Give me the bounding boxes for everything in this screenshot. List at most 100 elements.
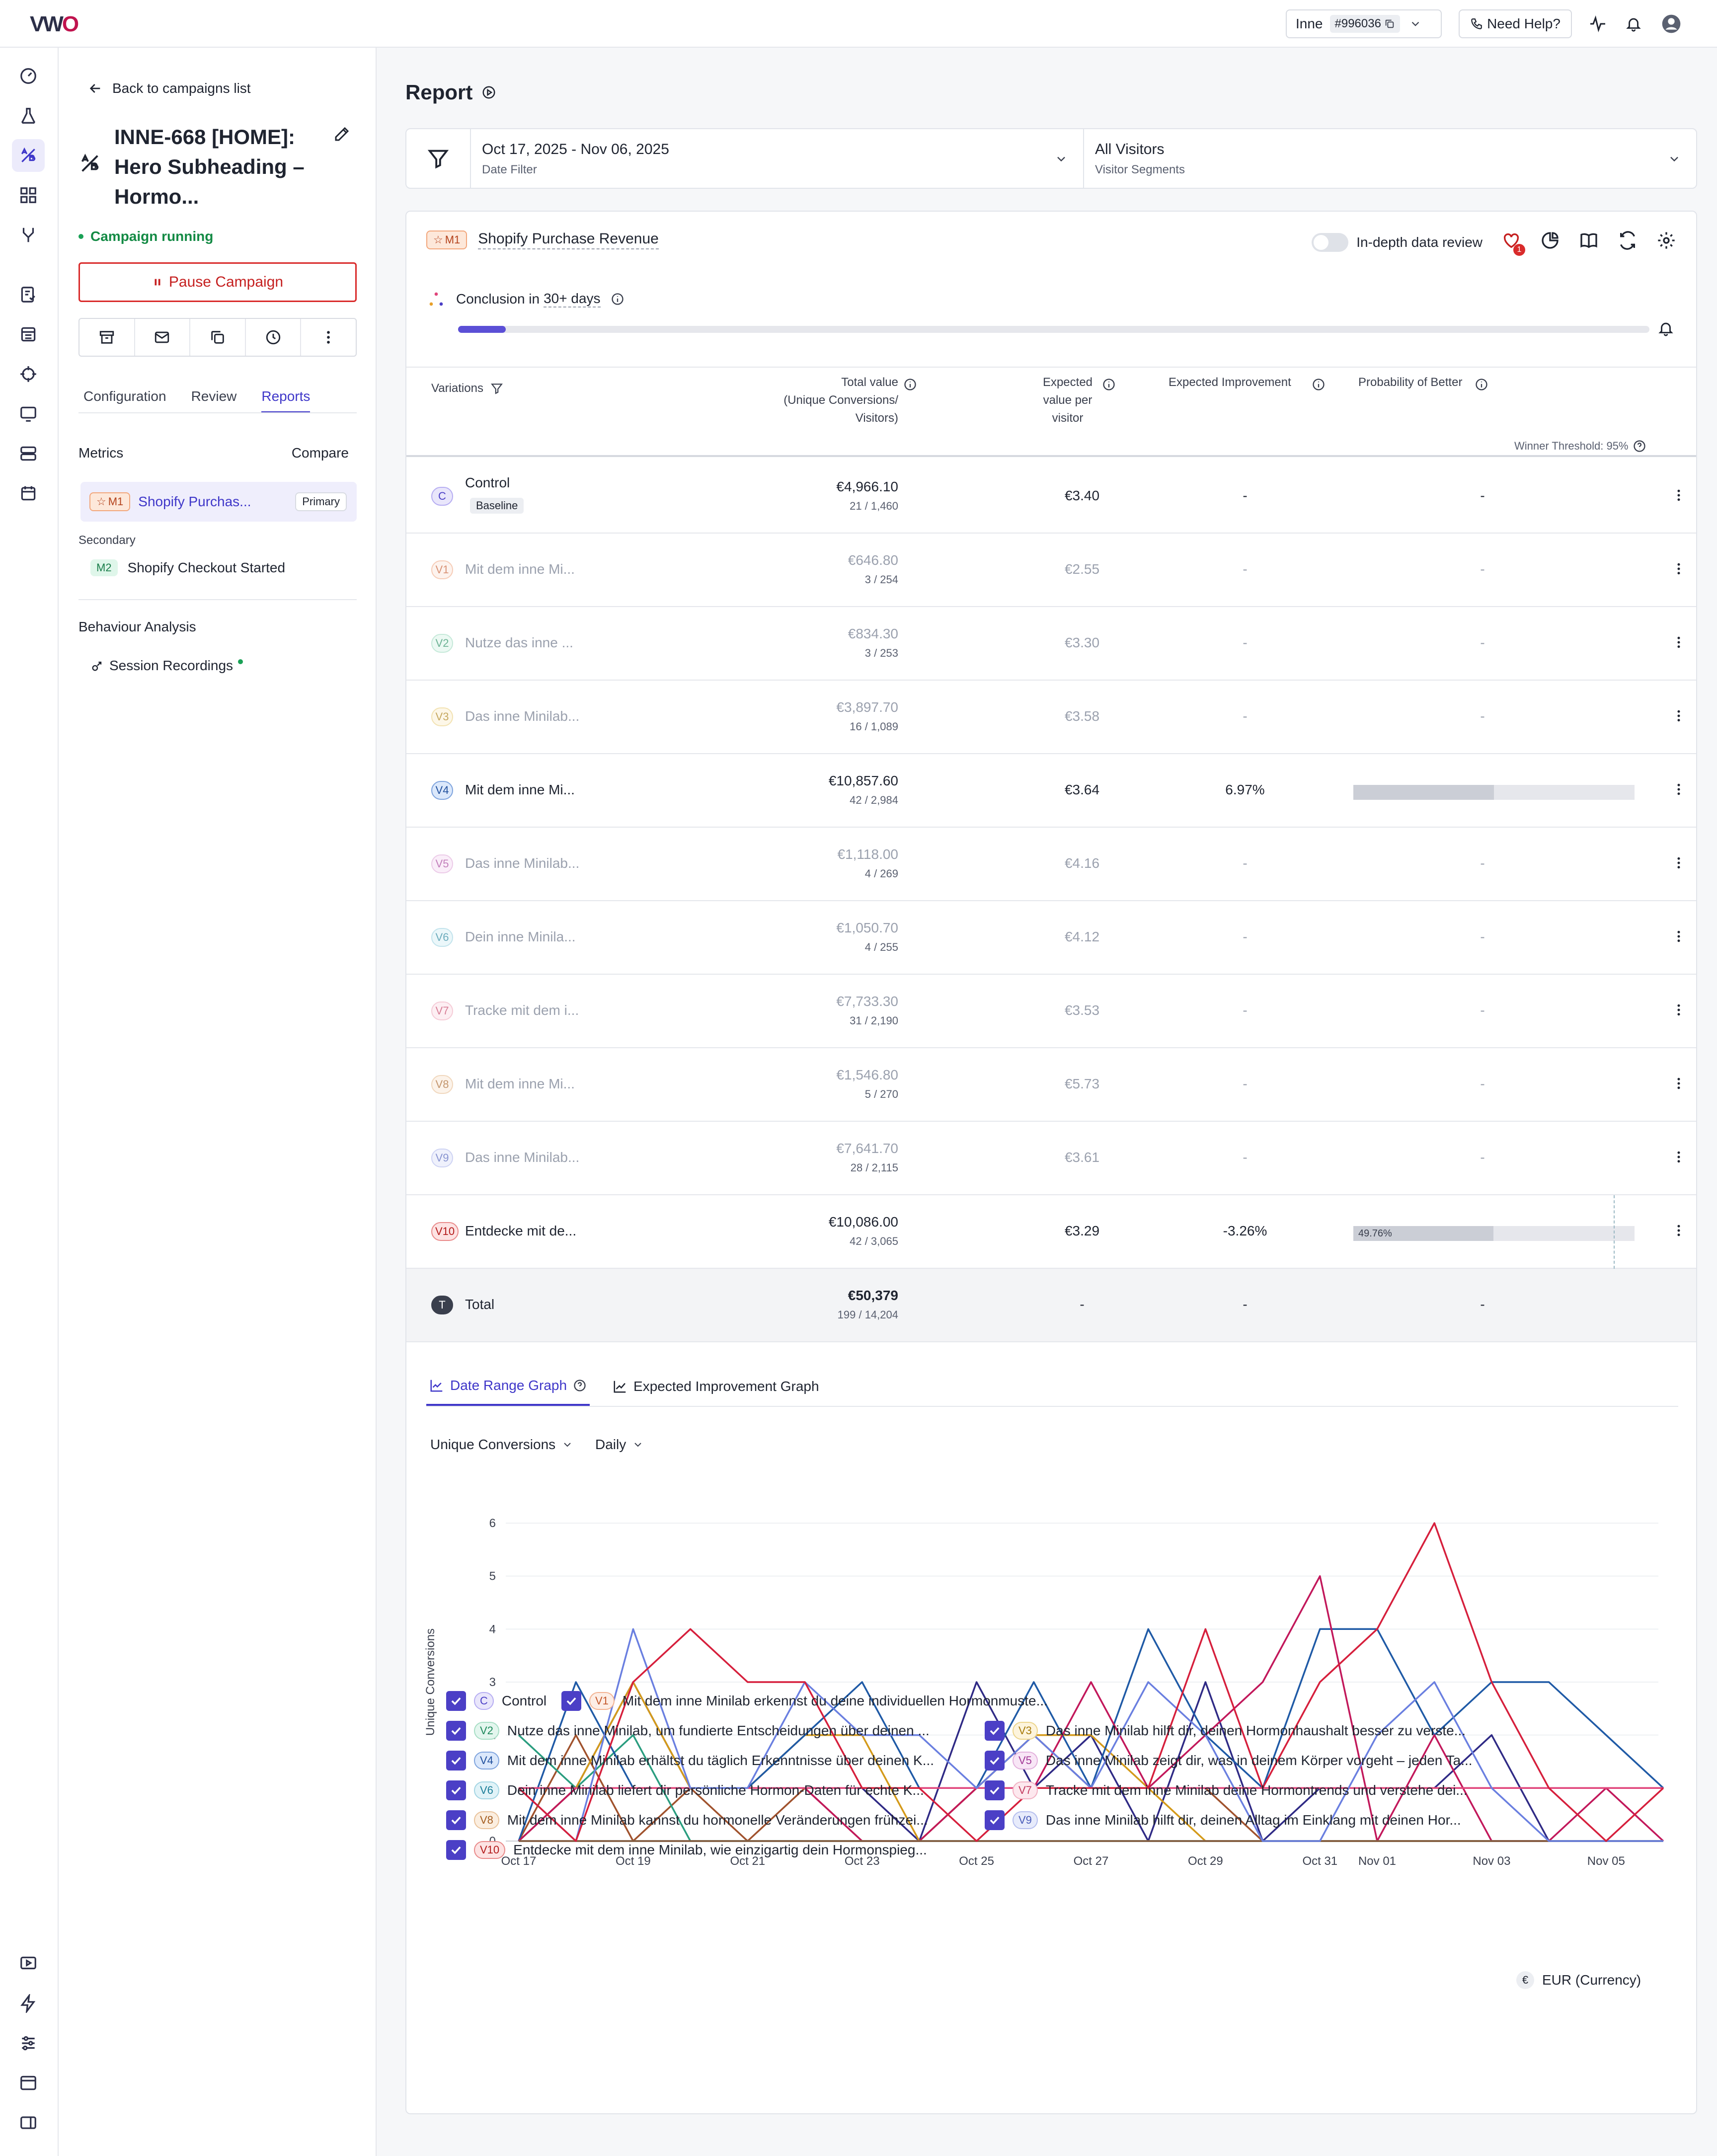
- variation-row[interactable]: V7 Tracke mit dem i... €7,733.30 31 / 2,190…: [406, 975, 1696, 1048]
- sliders-icon[interactable]: [12, 2027, 45, 2060]
- legend-item-v8[interactable]: V8 Mit dem inne Minilab kannst du hormone…: [446, 1810, 928, 1830]
- checkbox-checked-icon[interactable]: [446, 1691, 466, 1711]
- legend-item-v1[interactable]: V1 Mit dem inne Minilab erkennst du deine…: [561, 1691, 1048, 1711]
- filter-icon[interactable]: [490, 382, 503, 395]
- checkbox-checked-icon[interactable]: [446, 1840, 466, 1860]
- duplicate-icon[interactable]: [190, 319, 246, 356]
- ab-test-icon[interactable]: [12, 139, 45, 172]
- account-switcher[interactable]: Inne #996036: [1286, 9, 1442, 38]
- row-menu-icon[interactable]: [1671, 1150, 1686, 1167]
- total-row[interactable]: T Total €50,379 199 / 14,204 - - -: [406, 1269, 1696, 1342]
- info-icon[interactable]: [1312, 378, 1326, 391]
- legend-item-v2[interactable]: V2 Nutze das inne Minilab, um fundierte E…: [446, 1721, 930, 1741]
- calendar-list-icon[interactable]: [12, 318, 45, 351]
- variation-row[interactable]: V8 Mit dem inne Mi... €1,546.80 5 / 270 €5.7…: [406, 1048, 1696, 1122]
- monitor-icon[interactable]: [12, 397, 45, 430]
- row-menu-icon[interactable]: [1671, 855, 1686, 873]
- checkbox-checked-icon[interactable]: [561, 1691, 581, 1711]
- calendar-icon[interactable]: [12, 477, 45, 510]
- variation-row[interactable]: V6 Dein inne Minila... €1,050.70 4 / 255 €4.…: [406, 901, 1696, 975]
- info-icon[interactable]: [611, 292, 624, 306]
- row-menu-icon[interactable]: [1671, 1223, 1686, 1240]
- row-menu-icon[interactable]: [1671, 1002, 1686, 1020]
- tab-configuration[interactable]: Configuration: [83, 388, 166, 404]
- flask-icon[interactable]: [12, 99, 45, 132]
- checkbox-checked-icon[interactable]: [985, 1780, 1005, 1800]
- back-to-campaigns-link[interactable]: Back to campaigns list: [87, 80, 251, 96]
- pause-campaign-button[interactable]: Pause Campaign: [78, 262, 357, 302]
- video-play-icon[interactable]: [12, 1947, 45, 1980]
- help-icon[interactable]: [1633, 439, 1646, 453]
- secondary-metric-item[interactable]: M2 Shopify Checkout Started: [90, 559, 285, 576]
- variation-row[interactable]: V1 Mit dem inne Mi... €646.80 3 / 254 €2.55 -…: [406, 534, 1696, 607]
- tab-review[interactable]: Review: [191, 388, 237, 404]
- session-recordings-link[interactable]: Session Recordings: [90, 658, 243, 674]
- health-heart-icon[interactable]: 1: [1501, 231, 1525, 256]
- legend-item-v7[interactable]: V7 Tracke mit dem inne Minilab deine Horm…: [985, 1780, 1468, 1800]
- row-menu-icon[interactable]: [1671, 782, 1686, 799]
- activity-icon[interactable]: [1585, 11, 1611, 37]
- copy-icon[interactable]: [1384, 18, 1395, 29]
- grid-icon[interactable]: [12, 179, 45, 212]
- database-icon[interactable]: [12, 437, 45, 470]
- row-menu-icon[interactable]: [1671, 1076, 1686, 1093]
- legend-item-v5[interactable]: V5 Das inne Minilab zeigt dir, was in dei…: [985, 1751, 1473, 1771]
- date-filter-dropdown[interactable]: Oct 17, 2025 - Nov 06, 2025 Date Filter: [471, 129, 1084, 188]
- user-avatar-icon[interactable]: [1658, 11, 1684, 37]
- variation-row[interactable]: V10 Entdecke mit de... €10,086.00 42 / 3,06…: [406, 1195, 1696, 1269]
- target-icon[interactable]: [12, 358, 45, 390]
- lightning-icon[interactable]: [12, 1987, 45, 2020]
- checkbox-checked-icon[interactable]: [985, 1810, 1005, 1830]
- row-menu-icon[interactable]: [1671, 488, 1686, 505]
- checkbox-checked-icon[interactable]: [985, 1721, 1005, 1741]
- checkbox-checked-icon[interactable]: [446, 1721, 466, 1741]
- legend-item-v9[interactable]: V9 Das inne Minilab hilft dir, deinen All…: [985, 1810, 1461, 1830]
- legend-item-v3[interactable]: V3 Das inne Minilab hilft dir, deinen Hor…: [985, 1721, 1466, 1741]
- checkbox-checked-icon[interactable]: [985, 1751, 1005, 1771]
- survey-icon[interactable]: [12, 278, 45, 311]
- vwo-logo[interactable]: VWO: [30, 12, 79, 36]
- schedule-icon[interactable]: [246, 319, 302, 356]
- book-icon[interactable]: [1579, 231, 1599, 254]
- metric-select-dropdown[interactable]: Unique Conversions: [430, 1437, 573, 1453]
- filter-icon[interactable]: [406, 129, 471, 188]
- mail-icon[interactable]: [135, 319, 191, 356]
- edit-icon[interactable]: [333, 125, 351, 146]
- variation-row[interactable]: C Control Baseline €4,966.10 21 / 1,460 €3.40…: [406, 460, 1696, 534]
- legend-item-v6[interactable]: V6 Dein inne Minilab liefert dir persönli…: [446, 1780, 924, 1800]
- segment-filter-dropdown[interactable]: All Visitors Visitor Segments: [1084, 129, 1696, 188]
- variation-row[interactable]: V9 Das inne Minilab... €7,641.70 28 / 2,115…: [406, 1122, 1696, 1195]
- checkbox-checked-icon[interactable]: [446, 1810, 466, 1830]
- variation-row[interactable]: V5 Das inne Minilab... €1,118.00 4 / 269 €4.…: [406, 828, 1696, 901]
- refresh-icon[interactable]: [1618, 231, 1638, 254]
- legend-item-v10[interactable]: V10 Entdecke mit dem inne Minilab, wie ei…: [446, 1840, 927, 1860]
- primary-metric-item[interactable]: ☆ M1 Shopify Purchas... Primary: [80, 482, 357, 522]
- indepth-toggle[interactable]: [1312, 232, 1349, 252]
- row-menu-icon[interactable]: [1671, 708, 1686, 726]
- sidebar-toggle-icon[interactable]: [12, 2106, 45, 2139]
- metric-selector[interactable]: ☆ M1 Shopify Purchase Revenue: [426, 231, 659, 249]
- bell-icon[interactable]: [1657, 320, 1674, 339]
- legend-item-v4[interactable]: V4 Mit dem inne Minilab erhältst du tägli…: [446, 1751, 934, 1771]
- settings-gear-icon[interactable]: [1656, 231, 1676, 254]
- archive-icon[interactable]: [79, 319, 135, 356]
- tab-reports[interactable]: Reports: [261, 388, 311, 413]
- billing-icon[interactable]: [12, 2067, 45, 2099]
- variation-row[interactable]: V4 Mit dem inne Mi... €10,857.60 42 / 2,984…: [406, 754, 1696, 828]
- tab-expected-improvement-graph[interactable]: Expected Improvement Graph: [610, 1367, 822, 1406]
- dashboard-icon[interactable]: [12, 60, 45, 92]
- tab-date-range-graph[interactable]: Date Range Graph: [426, 1367, 590, 1406]
- info-icon[interactable]: [1102, 378, 1116, 391]
- legend-item-c[interactable]: C Control: [446, 1691, 546, 1711]
- info-icon[interactable]: [903, 378, 917, 391]
- variation-row[interactable]: V3 Das inne Minilab... €3,897.70 16 / 1,089…: [406, 681, 1696, 754]
- more-options-icon[interactable]: [301, 319, 356, 356]
- split-icon[interactable]: [12, 219, 45, 251]
- interval-select-dropdown[interactable]: Daily: [595, 1437, 644, 1453]
- row-menu-icon[interactable]: [1671, 929, 1686, 946]
- info-icon[interactable]: [1475, 378, 1488, 391]
- checkbox-checked-icon[interactable]: [446, 1780, 466, 1800]
- indepth-toggle-group[interactable]: In-depth data review: [1312, 232, 1483, 252]
- variation-row[interactable]: V2 Nutze das inne ... €834.30 3 / 253 €3.30 -…: [406, 607, 1696, 681]
- bell-icon[interactable]: [1621, 11, 1646, 37]
